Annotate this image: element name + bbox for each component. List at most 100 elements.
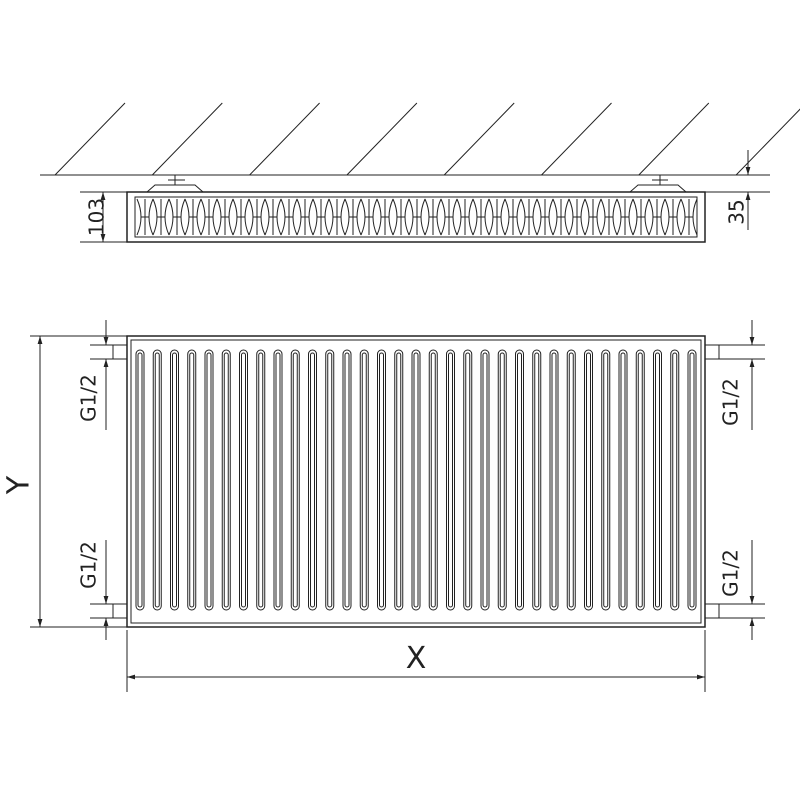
connection-bottom-left bbox=[112, 603, 128, 619]
depth-label: 103 bbox=[85, 198, 109, 236]
channel-inner bbox=[499, 352, 505, 608]
fin bbox=[312, 198, 330, 236]
channel bbox=[549, 349, 559, 611]
channel bbox=[377, 349, 386, 611]
channel-inner bbox=[379, 352, 384, 608]
hatch-line bbox=[443, 102, 515, 176]
channel bbox=[687, 349, 697, 611]
channel bbox=[411, 349, 421, 611]
channel-inner bbox=[672, 352, 678, 608]
radiator-top-view bbox=[126, 175, 706, 243]
connection-label-bottom-left: G1/2 bbox=[77, 541, 101, 589]
width-dimension bbox=[126, 630, 706, 692]
fin bbox=[584, 198, 602, 236]
channel-inner bbox=[258, 352, 264, 608]
hatch-line bbox=[638, 102, 710, 176]
channel-inner bbox=[310, 352, 315, 608]
connection-bottom-right bbox=[704, 603, 720, 619]
channel bbox=[152, 349, 162, 611]
channel-inner bbox=[396, 352, 402, 608]
channel-inner bbox=[241, 352, 246, 608]
channel-inner bbox=[172, 352, 177, 608]
width-label: X bbox=[406, 641, 427, 676]
channel-inner bbox=[534, 352, 540, 608]
channel-inner bbox=[551, 352, 557, 608]
fin bbox=[616, 198, 634, 236]
channel-inner bbox=[655, 352, 660, 608]
channel bbox=[497, 349, 507, 611]
channel-inner bbox=[413, 352, 419, 608]
fin bbox=[472, 198, 490, 236]
fin bbox=[456, 198, 474, 236]
fin bbox=[136, 198, 154, 236]
channel-inner bbox=[361, 352, 367, 608]
fin bbox=[360, 198, 378, 236]
panel-channels bbox=[135, 349, 697, 611]
fin bbox=[424, 198, 442, 236]
channel bbox=[256, 349, 266, 611]
hatch-line bbox=[151, 102, 223, 176]
channel bbox=[584, 349, 593, 611]
channel bbox=[618, 349, 628, 611]
channel bbox=[653, 349, 662, 611]
channel-inner bbox=[568, 352, 574, 608]
wall-gap-label: 35 bbox=[725, 199, 749, 224]
channel-inner bbox=[223, 352, 229, 608]
channel bbox=[446, 349, 455, 611]
fin bbox=[648, 198, 666, 236]
fin bbox=[600, 198, 618, 236]
channel bbox=[204, 349, 214, 611]
hatch-line bbox=[54, 102, 126, 176]
channel-inner bbox=[327, 352, 333, 608]
fin bbox=[680, 198, 698, 236]
hatch-line bbox=[346, 102, 418, 176]
hatch-line bbox=[735, 108, 800, 176]
channel bbox=[308, 349, 317, 611]
channel bbox=[515, 349, 524, 611]
fin bbox=[440, 198, 458, 236]
fin bbox=[520, 198, 538, 236]
channel-inner bbox=[620, 352, 626, 608]
bracket-left bbox=[146, 175, 204, 193]
fin bbox=[536, 198, 554, 236]
channel bbox=[325, 349, 335, 611]
channel-inner bbox=[206, 352, 212, 608]
wall-hatching bbox=[54, 102, 800, 176]
channel bbox=[170, 349, 179, 611]
connection-label-top-right: G1/2 bbox=[719, 378, 743, 426]
channel bbox=[601, 349, 611, 611]
channel-inner bbox=[689, 352, 695, 608]
channel bbox=[290, 349, 300, 611]
channel-inner bbox=[482, 352, 488, 608]
wall-gap-dimension bbox=[705, 150, 770, 230]
channel bbox=[342, 349, 352, 611]
channel-inner bbox=[275, 352, 281, 608]
hatch-line bbox=[541, 102, 612, 176]
channel-inner bbox=[137, 352, 143, 608]
channel-inner bbox=[603, 352, 609, 608]
connection-dimensions bbox=[30, 320, 765, 640]
channel-inner bbox=[586, 352, 591, 608]
connection-label-top-left: G1/2 bbox=[77, 374, 101, 422]
fin bbox=[568, 198, 586, 236]
channel bbox=[670, 349, 680, 611]
fin bbox=[216, 198, 234, 236]
channel bbox=[480, 349, 490, 611]
channel bbox=[135, 349, 145, 611]
channel-inner bbox=[430, 352, 436, 608]
channel bbox=[221, 349, 231, 611]
channel bbox=[566, 349, 576, 611]
convector-fins bbox=[136, 198, 698, 236]
channel bbox=[428, 349, 438, 611]
channel-inner bbox=[344, 352, 350, 608]
fin bbox=[376, 198, 394, 236]
height-label: Y bbox=[2, 475, 37, 495]
connection-top-right bbox=[704, 344, 720, 360]
channel-inner bbox=[292, 352, 298, 608]
channel bbox=[187, 349, 197, 611]
channel-inner bbox=[189, 352, 195, 608]
fin bbox=[248, 198, 266, 236]
fin bbox=[184, 198, 202, 236]
fin bbox=[488, 198, 506, 236]
